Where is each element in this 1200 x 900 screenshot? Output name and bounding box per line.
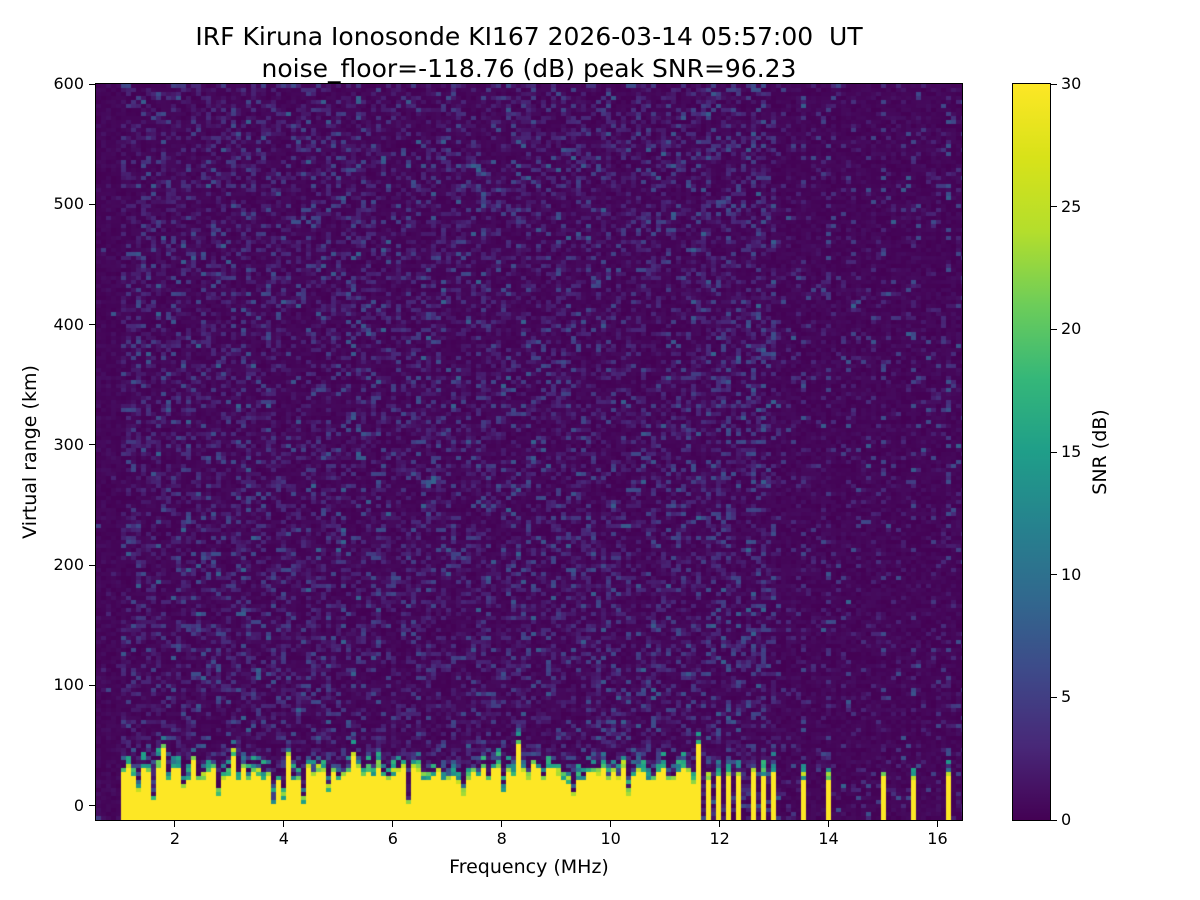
- y-tick-mark: [89, 564, 95, 566]
- x-tick-mark: [283, 821, 285, 827]
- colorbar-tick-mark: [1051, 696, 1057, 698]
- y-tick-label: 0: [73, 795, 84, 815]
- x-tick-label: 8: [496, 829, 507, 848]
- y-tick-label: 200: [53, 555, 84, 575]
- y-tick-label: 100: [53, 675, 84, 695]
- y-tick-mark: [89, 444, 95, 446]
- x-tick-label: 10: [600, 829, 621, 848]
- y-tick-label: 600: [53, 74, 84, 93]
- x-tick-mark: [392, 821, 394, 827]
- x-tick-mark: [828, 821, 830, 827]
- x-tick-label: 2: [169, 829, 181, 848]
- colorbar-tick-label: 20: [1061, 319, 1082, 339]
- y-tick-label: 300: [53, 434, 84, 454]
- colorbar-tick-label: 0: [1061, 810, 1072, 829]
- colorbar-gradient: [1012, 83, 1051, 821]
- y-axis-label: Virtual range (km): [19, 365, 41, 539]
- x-tick-mark: [719, 821, 721, 827]
- y-tick-mark: [89, 83, 95, 85]
- colorbar-tick-label: 25: [1061, 196, 1082, 216]
- chart-title-line2: noise_floor=-118.76 (dB) peak SNR=96.23: [261, 54, 797, 83]
- y-tick-mark: [89, 324, 95, 326]
- x-tick-label: 16: [927, 829, 948, 848]
- x-tick-label: 4: [278, 829, 289, 848]
- colorbar-tick-mark: [1051, 819, 1057, 821]
- y-tick-mark: [89, 203, 95, 205]
- x-tick-mark: [501, 821, 503, 827]
- colorbar-tick-mark: [1051, 206, 1057, 208]
- colorbar-tick-mark: [1051, 83, 1057, 85]
- colorbar-tick-label: 10: [1061, 564, 1082, 584]
- x-tick-mark: [936, 821, 938, 827]
- x-tick-mark: [174, 821, 176, 827]
- colorbar-tick-label: 5: [1061, 687, 1072, 707]
- chart-title-line1: IRF Kiruna Ionosonde KI167 2026-03-14 05…: [195, 22, 863, 51]
- x-axis-label: Frequency (MHz): [449, 856, 609, 878]
- y-tick-mark: [89, 684, 95, 686]
- colorbar-tick-label: 15: [1061, 442, 1082, 461]
- x-tick-label: 6: [387, 829, 398, 848]
- x-tick-mark: [610, 821, 612, 827]
- x-tick-label: 14: [818, 829, 839, 848]
- colorbar-tick-label: 30: [1061, 74, 1082, 93]
- ionogram-canvas: [96, 84, 962, 820]
- colorbar-tick-mark: [1051, 574, 1057, 576]
- y-tick-label: 500: [53, 194, 84, 214]
- plot-frame: [95, 83, 963, 821]
- x-tick-label: 12: [709, 829, 730, 848]
- colorbar-tick-mark: [1051, 328, 1057, 330]
- y-tick-mark: [89, 805, 95, 807]
- y-tick-label: 400: [53, 314, 84, 334]
- colorbar-tick-mark: [1051, 451, 1057, 453]
